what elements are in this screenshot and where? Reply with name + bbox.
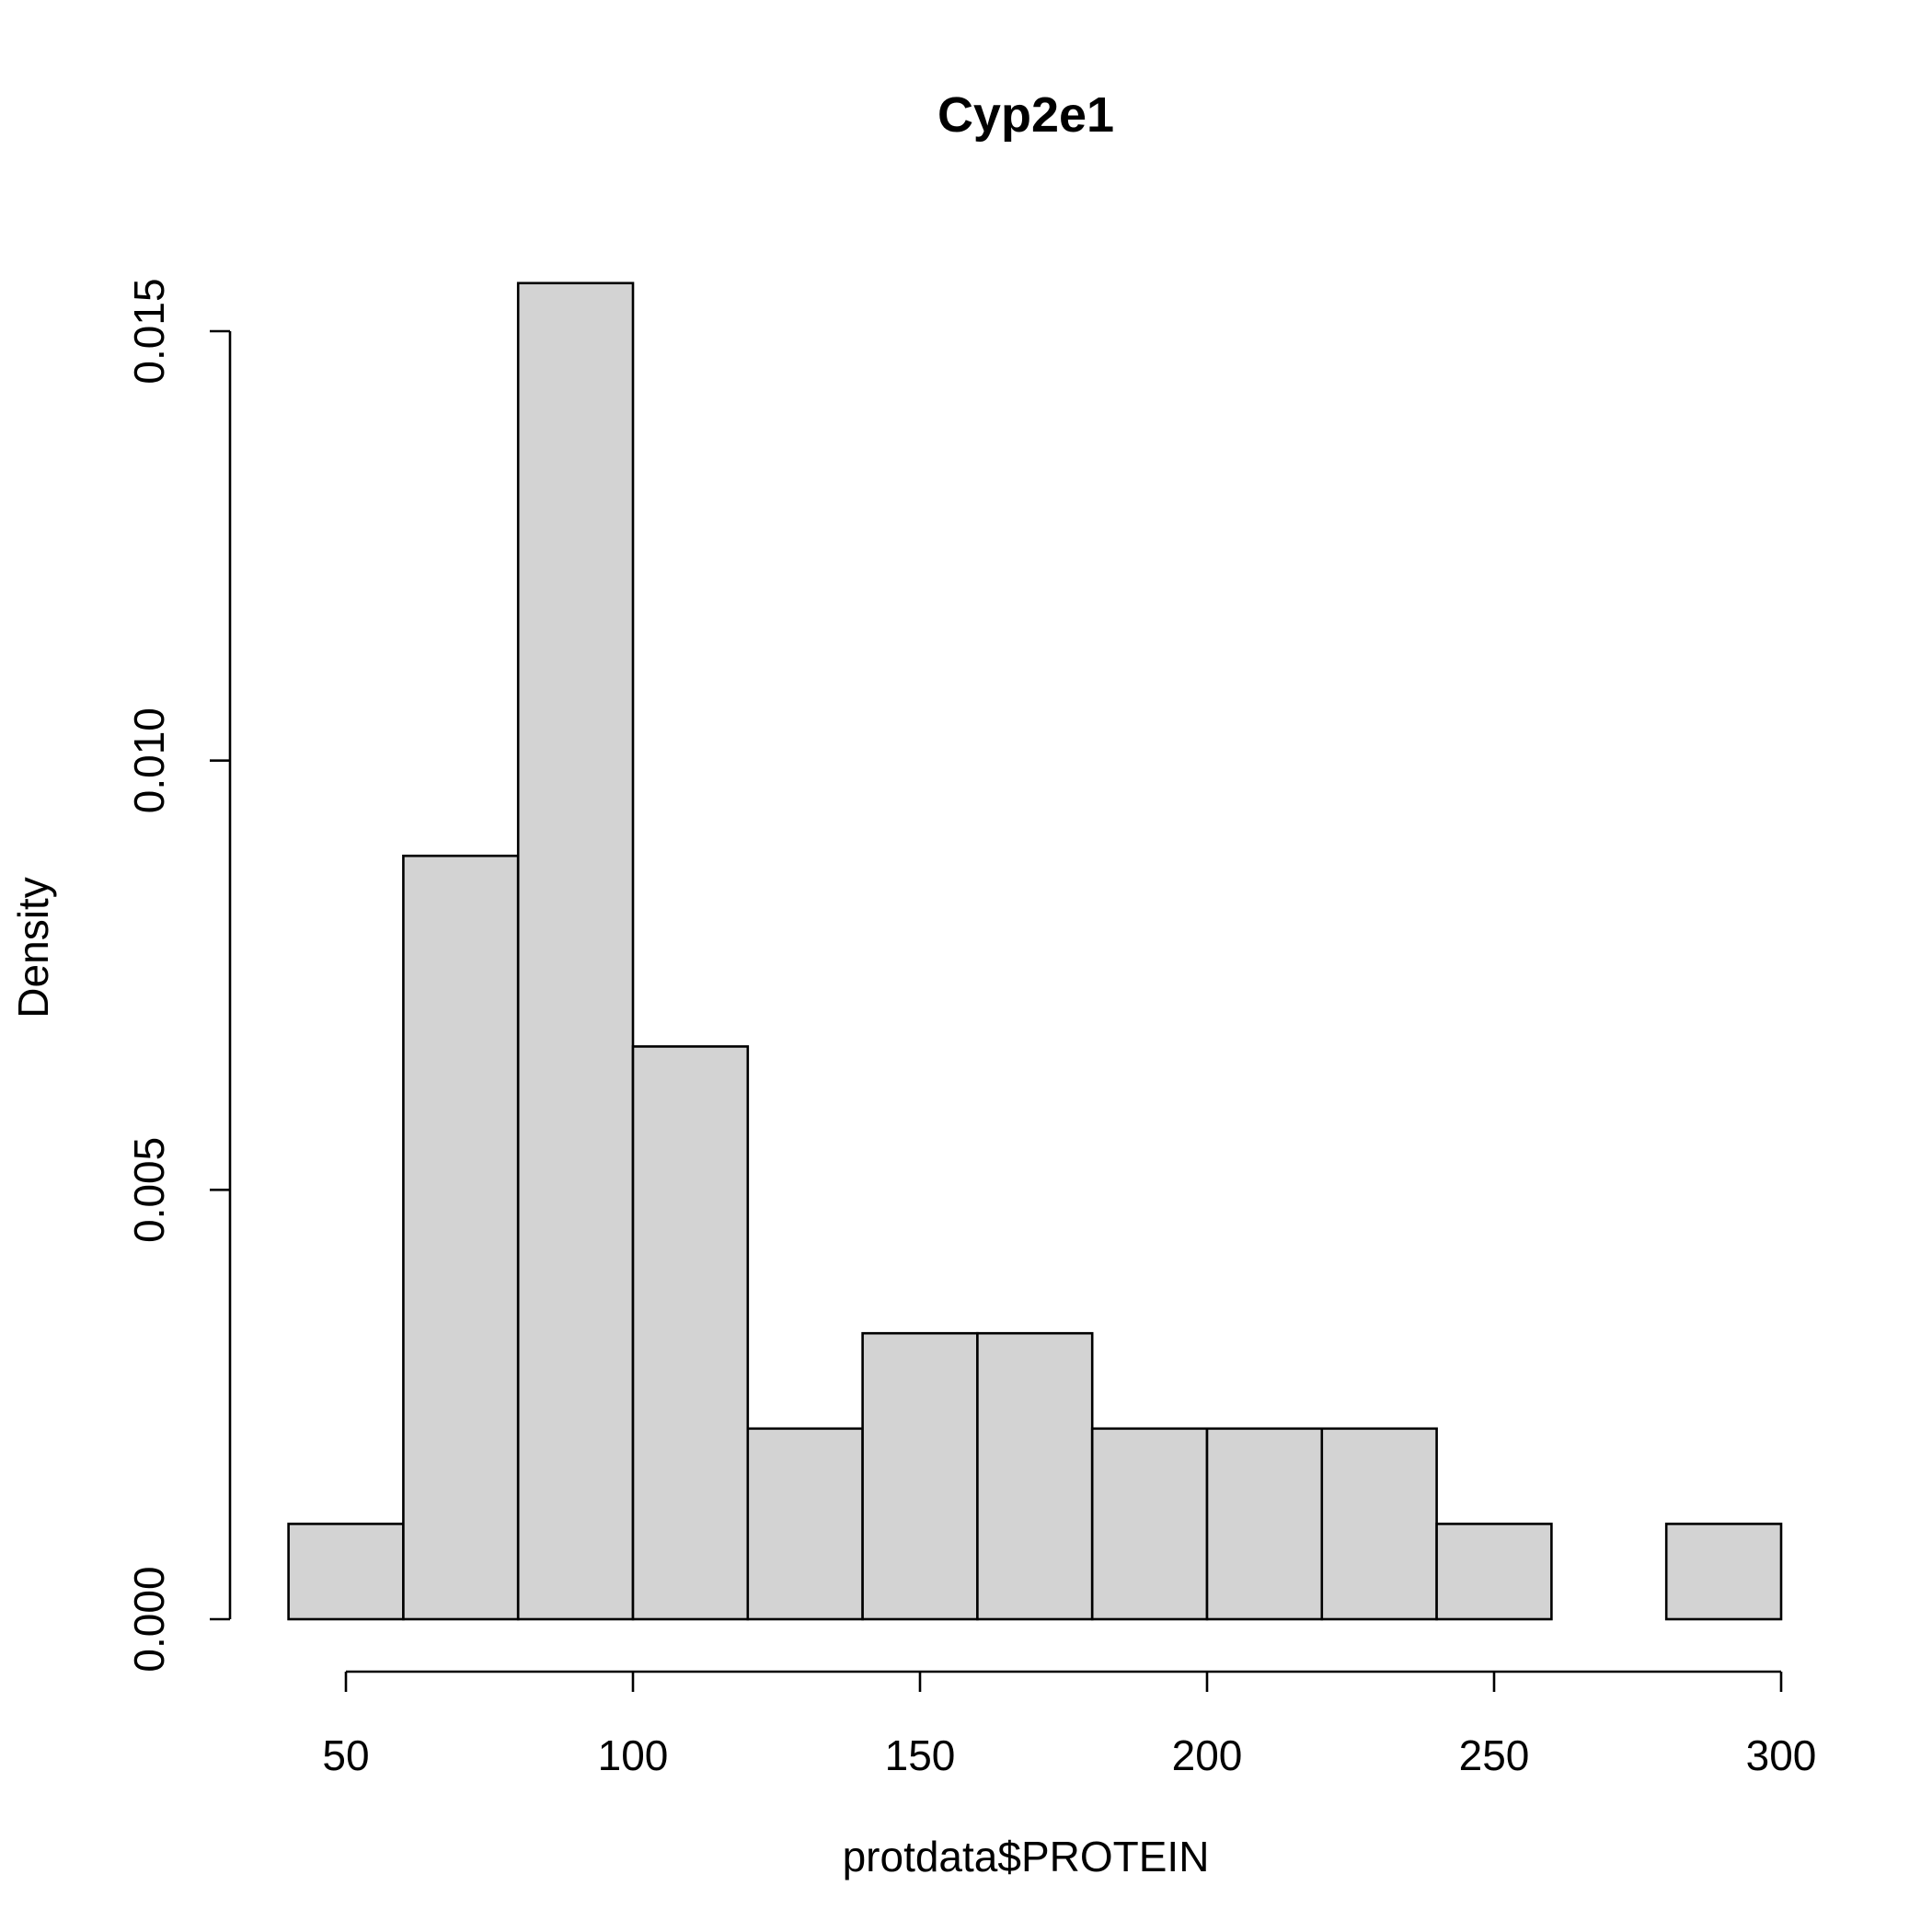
y-tick-label: 0.005 xyxy=(125,1137,173,1243)
histogram-bar-60-80 xyxy=(402,854,520,1621)
x-axis-label: protdata$PROTEIN xyxy=(843,1833,1210,1880)
x-tick-label: 250 xyxy=(1459,1731,1530,1779)
x-tick-label: 150 xyxy=(885,1731,956,1779)
histogram-bar-200-220 xyxy=(1205,1427,1324,1621)
histogram-bar-240-260 xyxy=(1435,1523,1553,1621)
histogram-bar-180-200 xyxy=(1090,1427,1209,1621)
x-tick-label: 200 xyxy=(1172,1731,1243,1779)
y-axis: 0.000 0.005 0.010 0.015 xyxy=(125,278,232,1673)
chart-title: Cyp2e1 xyxy=(937,87,1114,143)
bars-group xyxy=(287,282,1783,1621)
histogram-bar-120-140 xyxy=(746,1427,864,1621)
histogram-bar-100-120 xyxy=(631,1045,750,1621)
x-tick-label: 300 xyxy=(1746,1731,1817,1779)
histogram-bar-140-160 xyxy=(861,1331,979,1621)
x-axis: 50 100 150 200 250 300 xyxy=(322,1670,1817,1779)
y-tick-label: 0.010 xyxy=(125,707,173,813)
histogram-bar-220-240 xyxy=(1320,1427,1438,1621)
histogram-bar-160-180 xyxy=(976,1331,1094,1621)
y-tick-label: 0.015 xyxy=(125,278,173,384)
histogram-bar-40-60 xyxy=(287,1523,405,1621)
y-axis-label: Density xyxy=(9,877,57,1018)
histogram-bar-280-300 xyxy=(1664,1523,1783,1621)
x-tick-label: 100 xyxy=(598,1731,669,1779)
y-tick-label: 0.000 xyxy=(125,1566,173,1672)
x-tick-label: 50 xyxy=(322,1731,369,1779)
histogram-bar-80-100 xyxy=(516,282,635,1621)
